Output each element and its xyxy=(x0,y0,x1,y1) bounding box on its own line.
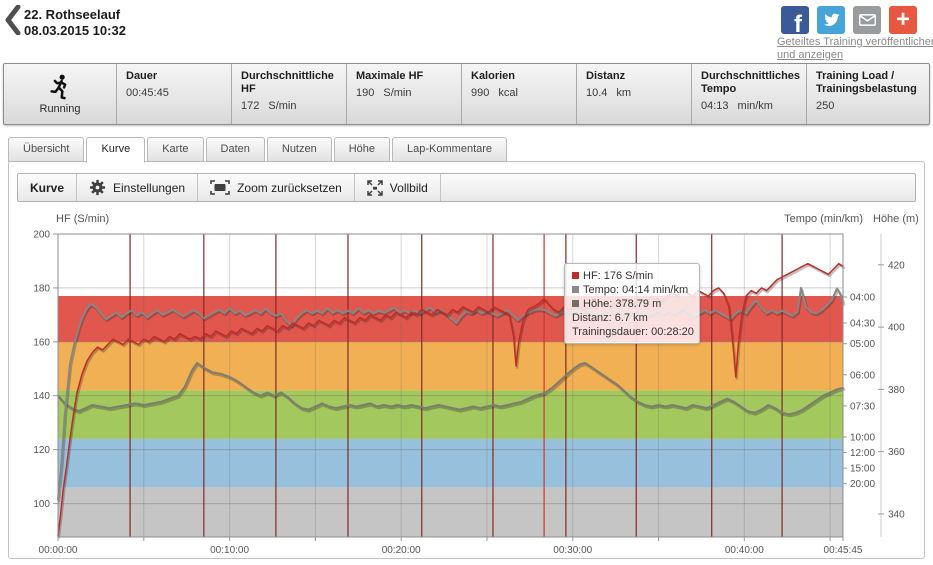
social-share-bar: f + xyxy=(781,6,917,38)
svg-text:06:00: 06:00 xyxy=(850,370,875,381)
twitter-share-icon[interactable] xyxy=(817,6,845,34)
tempo-marker xyxy=(572,286,579,293)
fullscreen-icon xyxy=(367,179,383,196)
svg-text:200: 200 xyxy=(33,230,50,241)
sport-column: Running xyxy=(4,64,116,124)
session-datetime: 08.03.2015 10:32 xyxy=(24,23,126,38)
header-titles: 22. Rothseelauf 08.03.2015 10:32 xyxy=(24,7,126,39)
svg-text:HF (S/min): HF (S/min) xyxy=(56,213,109,225)
tooltip-hf: HF: 176 S/min xyxy=(583,270,654,282)
sport-label: Running xyxy=(39,102,81,115)
svg-text:00:10:00: 00:10:00 xyxy=(210,545,249,556)
chart-tooltip: HF: 176 S/min Tempo: 04:14 min/km Höhe: … xyxy=(564,263,700,344)
svg-text:400: 400 xyxy=(888,323,905,334)
svg-text:00:30:00: 00:30:00 xyxy=(553,545,592,556)
envelope-icon xyxy=(858,14,876,26)
svg-text:120: 120 xyxy=(33,445,50,456)
running-icon xyxy=(50,74,67,99)
svg-text:00:45:45: 00:45:45 xyxy=(824,545,863,556)
svg-text:10:00: 10:00 xyxy=(850,433,875,444)
stat-avg-hf: Durchschnittliche HF 172 S/min xyxy=(231,64,346,124)
tooltip-hoehe: Höhe: 378.79 m xyxy=(583,298,662,310)
back-button[interactable] xyxy=(3,4,21,36)
tab-hoehe[interactable]: Höhe xyxy=(333,137,391,162)
svg-text:Tempo (min/km): Tempo (min/km) xyxy=(784,213,863,225)
stat-training-load: Training Load / Trainingsbelastung 250 xyxy=(806,64,929,124)
svg-text:420: 420 xyxy=(888,260,905,271)
svg-text:20:00: 20:00 xyxy=(850,479,875,490)
back-chevron-icon xyxy=(5,4,21,36)
zoom-reset-button[interactable]: Zoom zurücksetzen xyxy=(198,174,355,201)
stat-max-hf: Maximale HF 190 S/min xyxy=(346,64,461,124)
facebook-share-icon[interactable]: f xyxy=(781,6,809,38)
svg-text:360: 360 xyxy=(888,447,905,458)
stat-dauer: Dauer 00:45:45 xyxy=(116,64,231,124)
svg-text:00:20:00: 00:20:00 xyxy=(382,545,421,556)
stat-avg-tempo: Durchschnittliches Tempo 04:13 min/km xyxy=(691,64,806,124)
tab-bar: Übersicht Kurve Karte Daten Nutzen Höhe … xyxy=(8,137,509,163)
summary-stats-bar: Running Dauer 00:45:45 Durchschnittliche… xyxy=(3,63,930,125)
svg-text:04:00: 04:00 xyxy=(850,293,875,304)
tab-uebersicht[interactable]: Übersicht xyxy=(8,137,85,162)
stat-kalorien: Kalorien 990 kcal xyxy=(461,64,576,124)
svg-text:12:00: 12:00 xyxy=(850,448,875,459)
svg-text:180: 180 xyxy=(33,283,50,294)
svg-text:00:40:00: 00:40:00 xyxy=(725,545,764,556)
tab-kurve[interactable]: Kurve xyxy=(86,137,146,163)
svg-text:140: 140 xyxy=(33,391,50,402)
hf-marker xyxy=(572,272,579,279)
chart-area[interactable]: 200 180 160 140 120 100 00:00:00 00:10:00 00:20:… xyxy=(17,207,919,557)
stat-distanz: Distanz 10.4 km xyxy=(576,64,691,124)
page-title: 22. Rothseelauf xyxy=(24,7,121,22)
svg-text:160: 160 xyxy=(33,337,50,348)
svg-text:340: 340 xyxy=(888,509,905,520)
tab-lap-kommentare[interactable]: Lap-Kommentare xyxy=(392,137,508,162)
tooltip-trainingsdauer: Trainingsdauer: 00:28:20 xyxy=(572,326,694,338)
share-training-link[interactable]: Geteiltes Training veröffentlichen und a… xyxy=(777,36,933,61)
hoehe-marker xyxy=(572,300,579,307)
svg-text:07:30: 07:30 xyxy=(850,401,875,412)
email-share-icon[interactable] xyxy=(853,6,881,34)
settings-button[interactable]: Einstellungen xyxy=(77,174,199,201)
hr-pace-altitude-chart[interactable]: 200 180 160 140 120 100 00:00:00 00:10:00 00:20:… xyxy=(17,207,919,557)
tab-content-panel: Kurve Einstellungen xyxy=(8,161,925,559)
chart-title: Kurve xyxy=(18,174,78,201)
tab-nutzen[interactable]: Nutzen xyxy=(266,137,332,162)
svg-text:05:00: 05:00 xyxy=(850,339,875,350)
tooltip-tempo: Tempo: 04:14 min/km xyxy=(583,284,689,296)
svg-text:04:30: 04:30 xyxy=(850,318,875,329)
svg-text:Höhe (m): Höhe (m) xyxy=(873,213,918,225)
chart-toolbar: Kurve Einstellungen xyxy=(17,173,916,202)
gear-icon xyxy=(89,179,106,196)
add-share-icon[interactable]: + xyxy=(889,6,917,34)
twitter-bird-icon xyxy=(823,13,839,26)
tooltip-distanz: Distanz: 6.7 km xyxy=(572,312,648,324)
tab-karte[interactable]: Karte xyxy=(147,137,204,162)
svg-text:15:00: 15:00 xyxy=(850,464,875,475)
fullscreen-button[interactable]: Vollbild xyxy=(355,174,441,201)
svg-text:380: 380 xyxy=(888,385,905,396)
zoom-reset-icon xyxy=(210,180,230,195)
svg-text:100: 100 xyxy=(33,499,50,510)
svg-text:00:00:00: 00:00:00 xyxy=(39,545,78,556)
tab-daten[interactable]: Daten xyxy=(205,137,265,162)
